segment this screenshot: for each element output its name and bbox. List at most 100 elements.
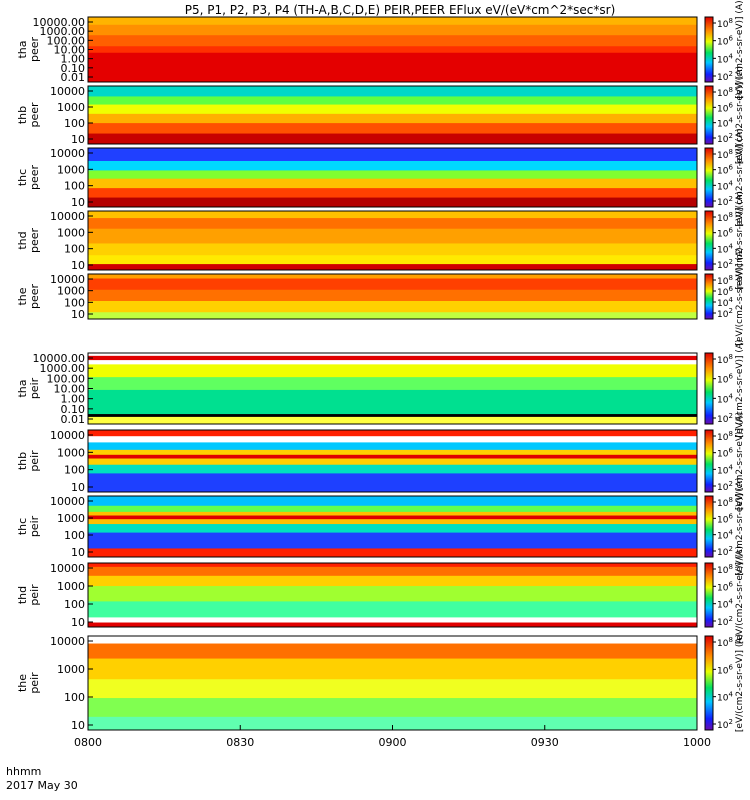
spectrogram-band bbox=[88, 414, 697, 418]
spectrogram-band bbox=[88, 636, 697, 645]
y-tick-label: 1000 bbox=[57, 163, 85, 176]
colorbar bbox=[704, 495, 714, 558]
spectrogram-band bbox=[88, 617, 697, 624]
colorbar-tick-label: 104 bbox=[717, 463, 733, 476]
spectrogram-band bbox=[88, 658, 697, 680]
y-tick-label: 100.00 bbox=[47, 372, 86, 385]
spectrogram-band bbox=[88, 511, 697, 517]
colorbar-tick-label: 106 bbox=[717, 447, 733, 460]
colorbar bbox=[704, 85, 714, 145]
y-tick-label: 10000.00 bbox=[33, 16, 86, 29]
panel-label: thcpeer bbox=[16, 165, 41, 191]
panel-label: thdpeer bbox=[16, 228, 41, 254]
panel-frame bbox=[87, 429, 698, 493]
panel-label: thapeir bbox=[16, 377, 41, 399]
spectrogram-band bbox=[88, 548, 697, 558]
spectrogram-band bbox=[88, 211, 697, 219]
y-tick-label: 10.00 bbox=[54, 383, 86, 396]
spectrogram-band bbox=[88, 264, 697, 271]
colorbar-tick-label: 106 bbox=[717, 227, 733, 240]
y-tick-label: 0.10 bbox=[61, 62, 86, 75]
spectrogram-band bbox=[88, 148, 697, 162]
panel-frame bbox=[87, 147, 698, 208]
spectrogram-band bbox=[88, 532, 697, 549]
x-tick-label: 0900 bbox=[379, 736, 407, 749]
colorbar-tick-label: 104 bbox=[717, 296, 733, 309]
spectrogram-band bbox=[88, 464, 697, 474]
spectrogram-band bbox=[88, 389, 697, 415]
spectrogram-band bbox=[88, 586, 697, 602]
y-tick-label: 100 bbox=[64, 529, 85, 542]
y-tick-label: 100 bbox=[64, 691, 85, 704]
x-tick-label: 1000 bbox=[683, 736, 711, 749]
spectrogram-band bbox=[88, 170, 697, 180]
x-tick-label: 0830 bbox=[226, 736, 254, 749]
panel-label: thepeer bbox=[16, 284, 41, 310]
y-tick-label: 100 bbox=[64, 117, 85, 130]
colorbar-tick-label: 104 bbox=[717, 392, 733, 405]
spectrogram-band bbox=[88, 430, 697, 437]
spectrogram-band bbox=[88, 643, 697, 660]
panel-frame bbox=[87, 210, 698, 271]
y-tick-label: 10000 bbox=[50, 635, 85, 648]
y-tick-label: 10 bbox=[71, 616, 85, 629]
colorbar-tick-label: 108 bbox=[717, 563, 733, 576]
colorbar bbox=[704, 429, 714, 493]
spectrogram-band bbox=[88, 160, 697, 171]
colorbar-tick-label: 104 bbox=[717, 529, 733, 542]
colorbar-tick-label: 108 bbox=[717, 353, 733, 366]
colorbar-tick-label: 108 bbox=[717, 211, 733, 224]
colorbar-tick-label: 104 bbox=[717, 691, 733, 704]
spectrogram-band bbox=[88, 679, 697, 699]
y-tick-label: 100 bbox=[64, 598, 85, 611]
colorbar-tick-label: 106 bbox=[717, 101, 733, 114]
y-tick-label: 100 bbox=[64, 296, 85, 309]
colorbar-tick-label: 102 bbox=[717, 70, 733, 83]
panel-thd-peir: 10000 1000 100 10 thdpeir 108 106 104 102 [eV/(cm… bbox=[16, 546, 745, 644]
y-tick-label: 10000 bbox=[50, 429, 85, 442]
spectrogram-band bbox=[88, 96, 697, 106]
colorbar bbox=[704, 352, 714, 425]
spectrogram-band bbox=[88, 416, 697, 425]
spectrogram-band bbox=[88, 505, 697, 513]
colorbar-tick-label: 106 bbox=[717, 512, 733, 525]
colorbar-tick-label: 104 bbox=[717, 52, 733, 65]
y-tick-label: 10000.00 bbox=[33, 352, 86, 365]
y-tick-label: 10 bbox=[71, 481, 85, 494]
y-tick-label: 1.00 bbox=[61, 53, 86, 66]
spectrogram-band bbox=[88, 113, 697, 124]
y-tick-label: 1000 bbox=[57, 446, 85, 459]
panel-label: thdpeir bbox=[16, 584, 41, 606]
spectrogram-band bbox=[88, 575, 697, 587]
spectrogram-band bbox=[88, 698, 697, 718]
spectrogram-band bbox=[88, 442, 697, 451]
panel-label: thepeir bbox=[16, 672, 41, 694]
colorbar-label: [eV/(cm2-s-sr-eV)] (A) bbox=[735, 0, 745, 98]
spectrogram-band bbox=[88, 622, 697, 628]
y-tick-label: 1000 bbox=[57, 101, 85, 114]
spectrogram-band bbox=[88, 197, 697, 208]
y-tick-label: 10000 bbox=[50, 210, 85, 223]
chart-title: P5, P1, P2, P3, P4 (TH-A,B,C,D,E) PEIR,P… bbox=[185, 3, 616, 17]
spectrogram-band bbox=[88, 46, 697, 54]
colorbar-label: [eV/(cm2-s-sr-eV)] (A) bbox=[735, 339, 745, 437]
colorbar-label: [eV/(cm2-s-sr-eV)] (A) bbox=[735, 128, 745, 226]
colorbar-tick-label: 108 bbox=[717, 148, 733, 161]
panel-label: thapeer bbox=[16, 37, 41, 63]
spectrogram-band bbox=[88, 355, 697, 361]
spectrogram-band bbox=[88, 515, 697, 520]
colorbar-tick-label: 104 bbox=[717, 598, 733, 611]
colorbar-tick-label: 106 bbox=[717, 580, 733, 593]
spectrogram-band bbox=[88, 436, 697, 443]
colorbar bbox=[704, 273, 714, 320]
spectrogram-band bbox=[88, 104, 697, 115]
colorbar-tick-label: 102 bbox=[717, 195, 733, 208]
colorbar-tick-label: 108 bbox=[717, 17, 733, 30]
y-tick-label: 1000 bbox=[57, 663, 85, 676]
spectrogram-band bbox=[88, 377, 697, 391]
colorbar-label: [eV/(cm2-s-sr-eV)] (A) bbox=[735, 66, 745, 164]
colorbar-tick-label: 104 bbox=[717, 242, 733, 255]
colorbar-tick-label: 108 bbox=[717, 430, 733, 443]
